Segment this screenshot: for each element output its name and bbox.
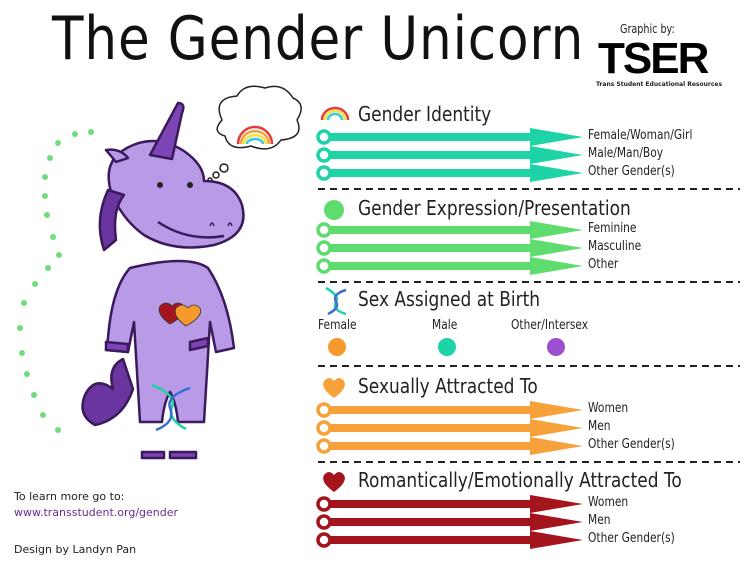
dna-icon: [151, 383, 191, 432]
arrow-gender-identity-1[interactable]: [316, 146, 583, 164]
section-title-gender-expression: Gender Expression/Presentation: [358, 196, 631, 220]
section-title-gender-identity: Gender Identity: [358, 102, 492, 126]
tser-logo-subtitle: Trans Student Educational Resources: [596, 81, 723, 88]
page-title: The Gender Unicorn: [52, 4, 585, 74]
option-label: Female/Woman/Girl: [588, 128, 693, 143]
green-circle-icon: [324, 200, 344, 220]
rainbow-icon: [320, 106, 350, 121]
learn-more-link[interactable]: www.transstudent.org/gender: [14, 506, 179, 519]
arrow-gender-expression-0[interactable]: [316, 221, 583, 239]
unicorn: [81, 101, 245, 460]
orange-heart-icon: [323, 378, 345, 398]
sex-option-label: Male: [432, 318, 458, 333]
arrow-gender-identity-2[interactable]: [316, 164, 583, 182]
sex-option-dot-2[interactable]: [547, 338, 565, 356]
rainbow-icon: [236, 125, 274, 145]
arrow-gender-expression-1[interactable]: [316, 239, 583, 257]
dividers: [318, 188, 740, 463]
arrow-sexually-attracted-1[interactable]: [316, 419, 583, 437]
option-label: Masculine: [588, 239, 642, 254]
option-label: Men: [588, 513, 611, 528]
option-label: Other Gender(s): [588, 531, 675, 546]
arrow-sexually-attracted-0[interactable]: [316, 401, 583, 419]
arrow-romantically-attracted-0[interactable]: [316, 495, 583, 513]
hearts-icon: [158, 302, 202, 327]
arrow-gender-expression-2[interactable]: [316, 257, 583, 275]
dotted-arc: [17, 129, 94, 433]
red-heart-icon: [323, 472, 345, 492]
arrow-romantically-attracted-2[interactable]: [316, 531, 583, 549]
option-label: Women: [588, 495, 629, 510]
option-label: Other Gender(s): [588, 437, 675, 452]
option-label: Men: [588, 419, 611, 434]
arrow-gender-identity-0[interactable]: [316, 128, 583, 146]
designer-credit: Design by Landyn Pan: [14, 543, 137, 556]
option-label: Other Gender(s): [588, 164, 675, 179]
learn-more-text: To learn more go to:: [14, 490, 125, 503]
option-label: Women: [588, 401, 629, 416]
thought-bubble: [207, 85, 302, 183]
arrow-sexually-attracted-2[interactable]: [316, 437, 583, 455]
sex-option-dot-1[interactable]: [438, 338, 456, 356]
option-label: Other: [588, 257, 619, 272]
option-label: Male/Man/Boy: [588, 146, 664, 161]
dna-icon: [325, 286, 347, 316]
section-title-romantically-attracted: Romantically/Emotionally Attracted To: [358, 468, 682, 492]
sex-option-dot-0[interactable]: [328, 338, 346, 356]
graphic-credit: Graphic by:: [620, 22, 675, 36]
section-title-sex-assigned: Sex Assigned at Birth: [358, 287, 541, 311]
sex-option-label: Other/Intersex: [511, 318, 589, 333]
tser-logo: TSER: [598, 34, 709, 83]
arrow-romantically-attracted-1[interactable]: [316, 513, 583, 531]
option-label: Feminine: [588, 221, 637, 236]
section-title-sexually-attracted: Sexually Attracted To: [358, 374, 538, 398]
sex-option-label: Female: [318, 318, 357, 333]
